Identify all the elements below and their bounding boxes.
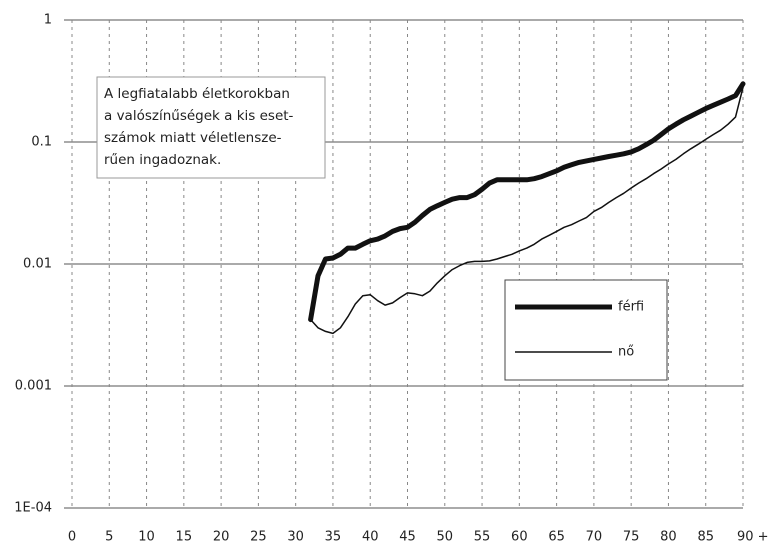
x-tick-label: 65 [548, 530, 565, 545]
y-tick-label: 0.01 [23, 257, 52, 272]
x-tick-label: 75 [623, 530, 640, 545]
x-tick-label: 10 [138, 530, 155, 545]
x-tick-label: 40 [362, 530, 379, 545]
annotation-box [96, 76, 326, 179]
annotation-text: számok miatt véletlensze- [104, 130, 282, 146]
y-tick-label: 0.001 [15, 379, 52, 394]
x-tick-label: 80 [660, 530, 677, 545]
y-tick-label: 0.1 [31, 135, 52, 150]
series-line [308, 81, 746, 323]
annotation-text: rűen ingadoznak. [104, 152, 221, 168]
x-tick-label: 45 [399, 530, 416, 545]
x-tick-label: 5 [105, 530, 113, 545]
y-tick-label: 1E-04 [14, 501, 52, 516]
series-line [309, 86, 744, 335]
x-tick-label: 90 + [737, 530, 769, 545]
x-tick-label: 35 [325, 530, 342, 545]
grid [64, 19, 744, 509]
legend-label: férfi [618, 300, 644, 315]
x-tick-label: 15 [176, 530, 193, 545]
x-tick-label: 20 [213, 530, 230, 545]
x-tick-label: 25 [250, 530, 267, 545]
annotation-text: a valószínűségek a kis eset- [104, 108, 294, 124]
legend-box [504, 279, 668, 381]
x-tick-label: 60 [511, 530, 528, 545]
x-tick-label: 30 [287, 530, 304, 545]
legend-label: nő [618, 345, 634, 360]
x-tick-label: 70 [586, 530, 603, 545]
x-tick-label: 0 [68, 530, 76, 545]
y-tick-label: 1 [44, 13, 52, 28]
x-tick-label: 50 [437, 530, 454, 545]
x-tick-label: 85 [697, 530, 714, 545]
annotation-text: A legfiatalabb életkorokban [104, 86, 290, 102]
x-tick-label: 55 [474, 530, 491, 545]
